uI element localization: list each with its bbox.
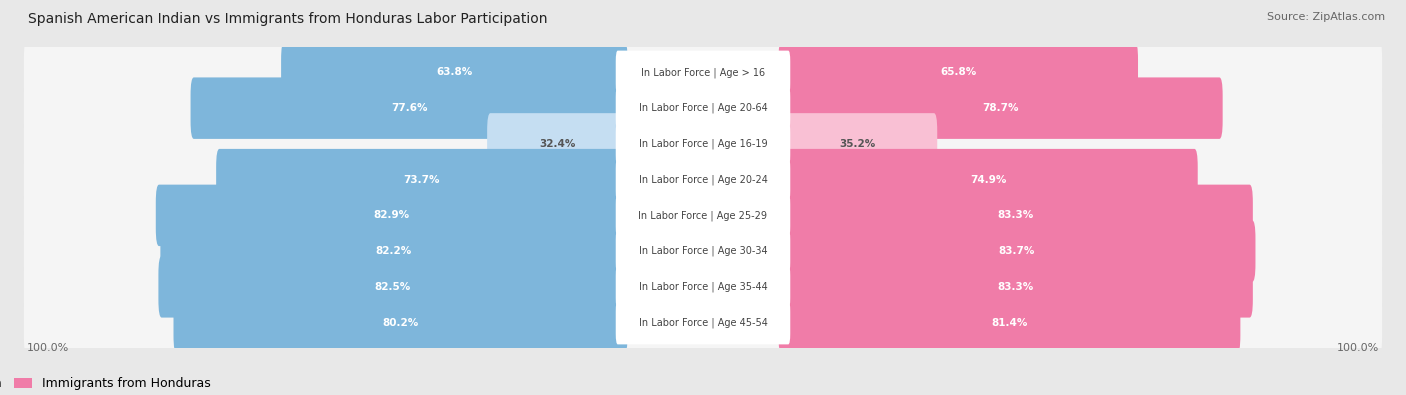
FancyBboxPatch shape	[779, 42, 1137, 103]
Text: Spanish American Indian vs Immigrants from Honduras Labor Participation: Spanish American Indian vs Immigrants fr…	[28, 12, 547, 26]
FancyBboxPatch shape	[24, 219, 1382, 283]
Text: 73.7%: 73.7%	[404, 175, 440, 184]
FancyBboxPatch shape	[616, 122, 790, 166]
Text: 81.4%: 81.4%	[991, 318, 1028, 327]
FancyBboxPatch shape	[24, 40, 1382, 105]
FancyBboxPatch shape	[779, 77, 1223, 139]
FancyBboxPatch shape	[616, 301, 790, 344]
FancyBboxPatch shape	[779, 184, 1253, 246]
Text: In Labor Force | Age 35-44: In Labor Force | Age 35-44	[638, 282, 768, 292]
Text: In Labor Force | Age 45-54: In Labor Force | Age 45-54	[638, 317, 768, 328]
Text: In Labor Force | Age > 16: In Labor Force | Age > 16	[641, 67, 765, 78]
FancyBboxPatch shape	[191, 77, 627, 139]
FancyBboxPatch shape	[616, 51, 790, 94]
Text: 78.7%: 78.7%	[983, 103, 1019, 113]
Text: 63.8%: 63.8%	[436, 68, 472, 77]
FancyBboxPatch shape	[217, 149, 627, 211]
FancyBboxPatch shape	[779, 149, 1198, 211]
Text: In Labor Force | Age 16-19: In Labor Force | Age 16-19	[638, 139, 768, 149]
FancyBboxPatch shape	[486, 113, 627, 175]
Text: In Labor Force | Age 30-34: In Labor Force | Age 30-34	[638, 246, 768, 256]
Text: 74.9%: 74.9%	[970, 175, 1007, 184]
Text: 32.4%: 32.4%	[538, 139, 575, 149]
FancyBboxPatch shape	[616, 87, 790, 130]
Text: 100.0%: 100.0%	[27, 343, 69, 353]
Text: 100.0%: 100.0%	[1337, 343, 1379, 353]
Text: 77.6%: 77.6%	[391, 103, 427, 113]
FancyBboxPatch shape	[616, 194, 790, 237]
Text: 83.3%: 83.3%	[997, 282, 1033, 292]
FancyBboxPatch shape	[779, 256, 1253, 318]
Text: 82.2%: 82.2%	[375, 246, 412, 256]
FancyBboxPatch shape	[616, 265, 790, 308]
FancyBboxPatch shape	[779, 220, 1256, 282]
FancyBboxPatch shape	[156, 184, 627, 246]
FancyBboxPatch shape	[173, 292, 627, 353]
Text: 82.5%: 82.5%	[375, 282, 411, 292]
Text: 35.2%: 35.2%	[839, 139, 876, 149]
FancyBboxPatch shape	[160, 220, 627, 282]
Text: 65.8%: 65.8%	[941, 68, 976, 77]
FancyBboxPatch shape	[779, 292, 1240, 353]
Text: In Labor Force | Age 20-64: In Labor Force | Age 20-64	[638, 103, 768, 113]
Text: 83.3%: 83.3%	[997, 211, 1033, 220]
Text: 82.9%: 82.9%	[374, 211, 409, 220]
FancyBboxPatch shape	[616, 158, 790, 201]
FancyBboxPatch shape	[24, 76, 1382, 140]
FancyBboxPatch shape	[24, 147, 1382, 212]
FancyBboxPatch shape	[616, 229, 790, 273]
FancyBboxPatch shape	[24, 112, 1382, 176]
Text: 83.7%: 83.7%	[998, 246, 1035, 256]
Text: 80.2%: 80.2%	[382, 318, 419, 327]
Text: In Labor Force | Age 20-24: In Labor Force | Age 20-24	[638, 174, 768, 185]
FancyBboxPatch shape	[24, 290, 1382, 355]
FancyBboxPatch shape	[24, 183, 1382, 248]
Text: In Labor Force | Age 25-29: In Labor Force | Age 25-29	[638, 210, 768, 221]
FancyBboxPatch shape	[159, 256, 627, 318]
FancyBboxPatch shape	[24, 255, 1382, 319]
FancyBboxPatch shape	[779, 113, 938, 175]
Legend: Spanish American Indian, Immigrants from Honduras: Spanish American Indian, Immigrants from…	[0, 372, 217, 395]
Text: Source: ZipAtlas.com: Source: ZipAtlas.com	[1267, 12, 1385, 22]
FancyBboxPatch shape	[281, 42, 627, 103]
